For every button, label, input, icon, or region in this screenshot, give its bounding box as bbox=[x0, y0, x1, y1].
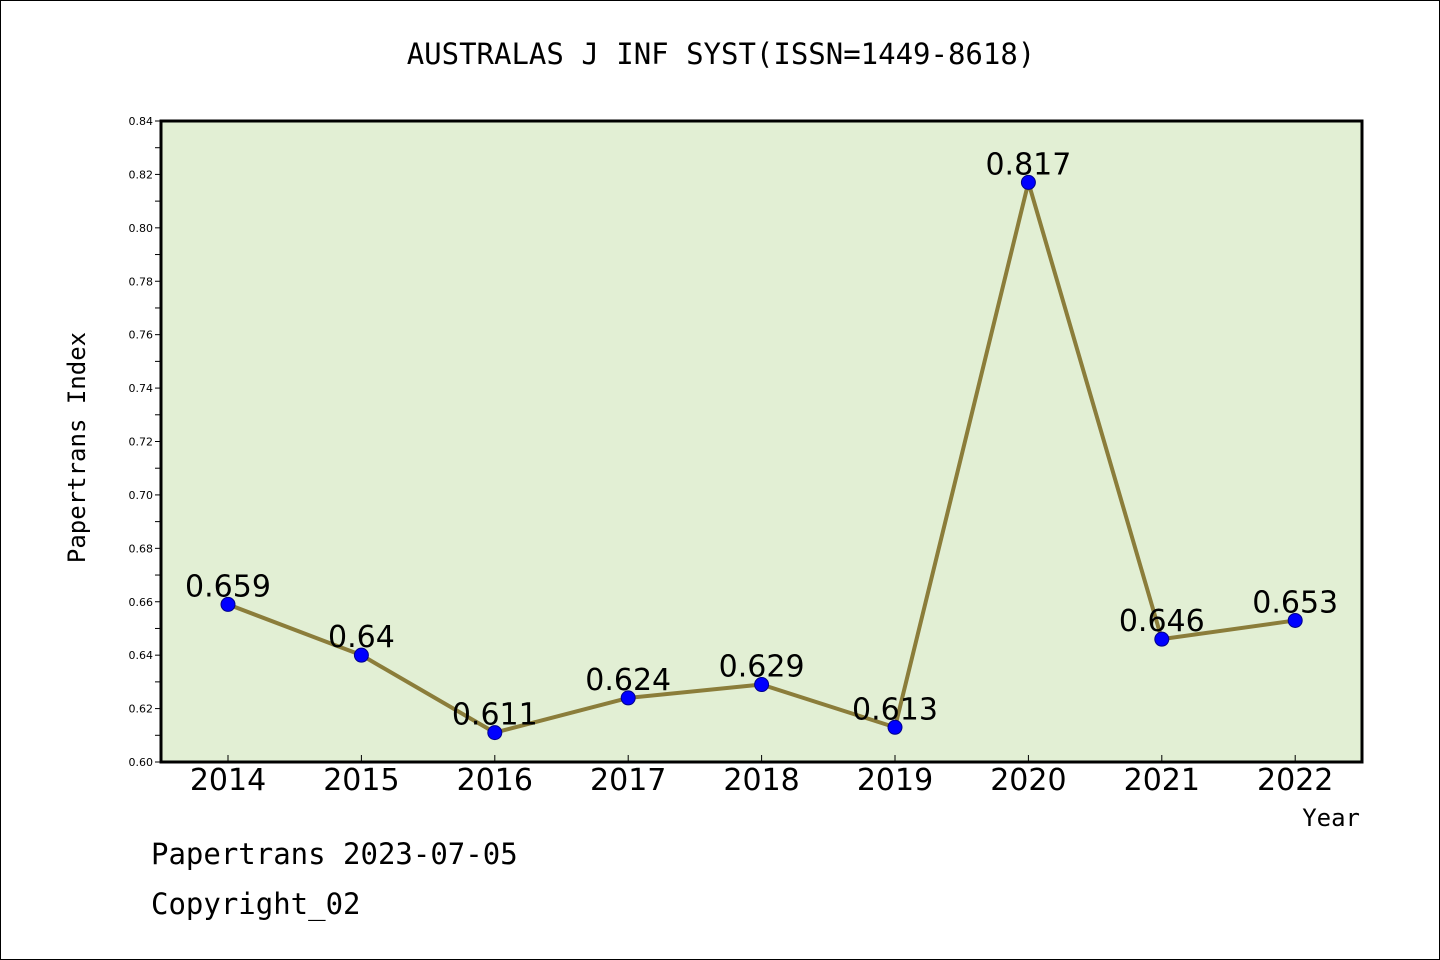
y-tick-label: 0.82 bbox=[129, 168, 154, 181]
data-label: 0.624 bbox=[585, 663, 671, 698]
x-tick-label: 2019 bbox=[857, 763, 933, 798]
y-tick-label: 0.80 bbox=[129, 222, 154, 235]
data-point bbox=[754, 677, 770, 693]
x-axis: 2014 2015 2016 2017 2018 2019 2020 2021 2022 bbox=[190, 755, 1333, 798]
x-tick-label: 2015 bbox=[323, 763, 399, 798]
data-label: 0.659 bbox=[185, 569, 271, 604]
x-tick-label: 2014 bbox=[190, 763, 266, 798]
y-tick-label: 0.78 bbox=[129, 275, 154, 288]
y-axis: 0.60 0.62 0.64 0.66 0.68 0.70 0.72 0.74 0.76 0.78… bbox=[129, 115, 161, 769]
data-point bbox=[1154, 631, 1170, 647]
data-label: 0.646 bbox=[1119, 604, 1205, 639]
data-point bbox=[1020, 174, 1036, 190]
x-tick-label: 2021 bbox=[1124, 763, 1200, 798]
x-tick-label: 2017 bbox=[590, 763, 666, 798]
chart-title: AUSTRALAS J INF SYST(ISSN=1449-8618) bbox=[406, 37, 1036, 71]
x-tick-label: 2018 bbox=[723, 763, 799, 798]
data-labels: 0.659 0.64 0.611 0.624 0.629 0.613 0.817 0.646 0… bbox=[185, 147, 1338, 732]
plot-frame bbox=[159, 119, 1364, 764]
data-label: 0.611 bbox=[452, 698, 538, 733]
y-tick-label: 0.72 bbox=[129, 436, 154, 449]
data-point bbox=[620, 690, 636, 706]
data-point bbox=[1287, 612, 1303, 628]
y-tick-label: 0.70 bbox=[129, 489, 154, 502]
y-tick-label: 0.60 bbox=[129, 756, 154, 769]
x-tick-label: 2016 bbox=[457, 763, 533, 798]
data-label: 0.653 bbox=[1252, 585, 1338, 620]
y-axis-title: Papertrans Index bbox=[63, 332, 91, 563]
y-tick-label: 0.74 bbox=[129, 382, 154, 395]
x-tick-label: 2022 bbox=[1257, 763, 1333, 798]
x-tick-label: 2020 bbox=[990, 763, 1066, 798]
data-label: 0.64 bbox=[328, 620, 395, 655]
y-tick-label: 0.76 bbox=[129, 329, 154, 342]
data-point bbox=[220, 596, 236, 612]
y-tick-label: 0.62 bbox=[129, 703, 154, 716]
data-point bbox=[887, 719, 903, 735]
footer-copyright: Copyright_02 bbox=[151, 887, 361, 921]
y-tick-label: 0.68 bbox=[129, 542, 154, 555]
y-tick-label: 0.84 bbox=[129, 115, 154, 128]
x-axis-title: Year bbox=[1302, 804, 1360, 832]
data-point bbox=[353, 647, 369, 663]
y-tick-label: 0.64 bbox=[129, 649, 154, 662]
data-label: 0.613 bbox=[852, 692, 938, 727]
series-line-group bbox=[220, 174, 1303, 741]
data-label: 0.817 bbox=[985, 147, 1071, 182]
footer-date: Papertrans 2023-07-05 bbox=[151, 837, 518, 871]
y-tick-label: 0.66 bbox=[129, 596, 154, 609]
data-label: 0.629 bbox=[719, 650, 805, 685]
data-point bbox=[487, 725, 503, 741]
